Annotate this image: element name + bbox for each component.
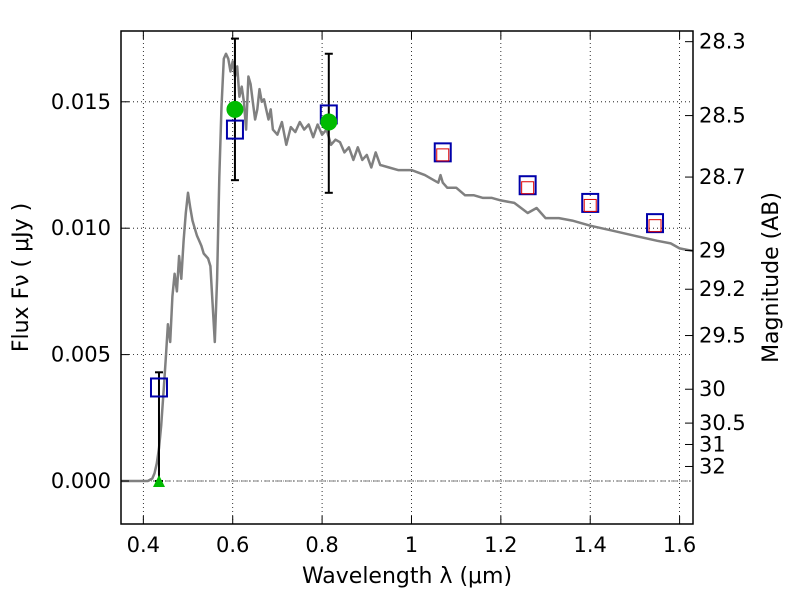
x-tick-label: 1.2 <box>484 533 517 557</box>
mag-tick-label: 29.5 <box>699 324 746 348</box>
inner-red-square <box>521 181 535 195</box>
axes-frame <box>120 30 694 525</box>
y-tick-label: 0.010 <box>51 216 111 240</box>
inner-red-square <box>436 148 450 162</box>
inner-red-square <box>648 219 662 233</box>
y-tick-label: 0.015 <box>51 90 111 114</box>
grid <box>121 31 693 524</box>
right-y-axis-title: Magnitude (AB) <box>759 192 784 363</box>
observed-point <box>320 113 338 131</box>
mag-tick-label: 28.7 <box>699 165 746 189</box>
model-band-square <box>225 119 244 140</box>
observed-point <box>226 100 244 118</box>
upper-limit-triangle <box>152 475 165 488</box>
inner-red-square <box>583 198 597 212</box>
mag-tick-label: 30 <box>699 377 726 401</box>
x-tick-label: 1.6 <box>663 533 696 557</box>
mag-tick-label: 28.5 <box>699 104 746 128</box>
x-tick-label: 0.8 <box>305 533 338 557</box>
y-tick-label: 0.005 <box>51 343 111 367</box>
mag-tick-label: 32 <box>699 454 726 478</box>
mag-tick-label: 29 <box>699 238 726 262</box>
mag-tick-label: 29.2 <box>699 277 746 301</box>
mag-tick-label: 30.5 <box>699 411 746 435</box>
ticks: 0.4 0.6 0.8 1 1.2 1.4 1.6 0.000 0.005 0.010 0.015 2… <box>51 30 746 557</box>
plot-area <box>121 37 693 488</box>
x-tick-label: 1 <box>405 533 418 557</box>
mag-tick-label: 31 <box>699 432 726 456</box>
model-band-square <box>149 377 168 398</box>
x-tick-label: 1.4 <box>574 533 607 557</box>
y-tick-label: 0.000 <box>51 469 111 493</box>
x-axis-title: Wavelength λ (μm) <box>302 564 512 589</box>
model-spectrum-line <box>121 52 693 483</box>
y-axis-title: Flux Fν ( μJy ) <box>9 203 34 352</box>
x-tick-label: 0.4 <box>127 533 160 557</box>
mag-tick-label: 28.3 <box>699 30 746 54</box>
x-tick-label: 0.6 <box>216 533 249 557</box>
